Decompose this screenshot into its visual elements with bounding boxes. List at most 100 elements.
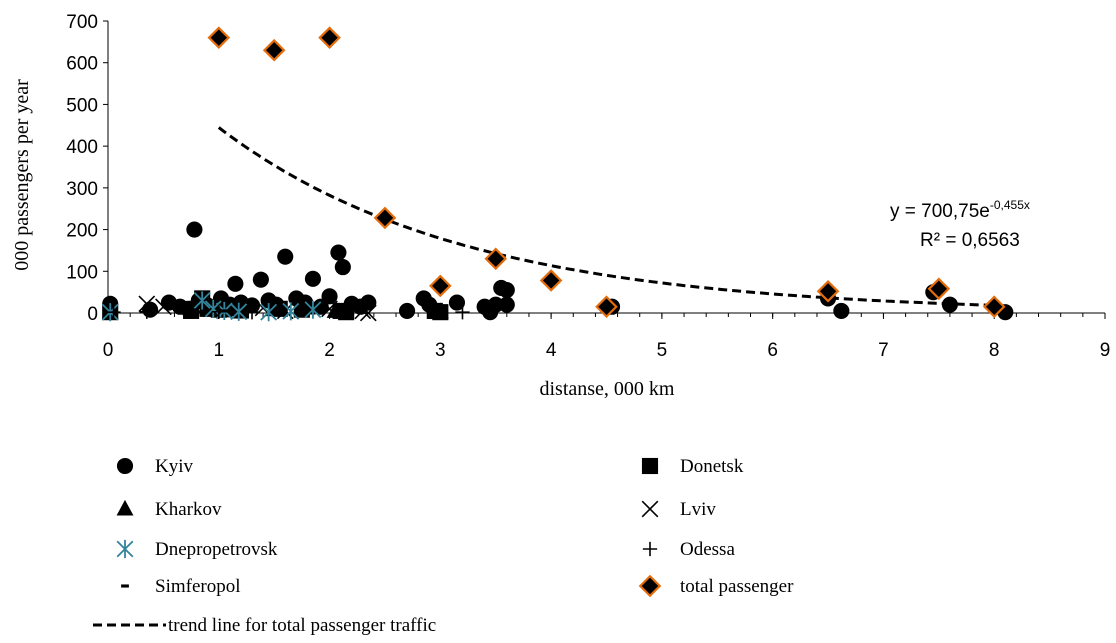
legend-label-total-passenger: total passenger	[680, 576, 794, 597]
x-tick-label: 5	[657, 340, 668, 361]
x-tick-label: 2	[324, 340, 335, 361]
legend-label-odessa: Odessa	[680, 539, 735, 560]
point-kyiv	[487, 296, 504, 313]
legend: Kyiv Donetsk Kharkov Lviv Dnepropetrovsk Odes…	[93, 456, 794, 636]
point-total-passenger	[262, 38, 286, 62]
point-kyiv	[142, 301, 159, 318]
point-kyiv	[399, 302, 416, 319]
legend-label-kyiv: Kyiv	[155, 456, 194, 477]
point-simferopol	[336, 309, 345, 313]
trend-equation-main: y = 700,75e	[890, 201, 990, 222]
legend-marker-odessa	[642, 541, 658, 557]
legend-marker-simferopol	[121, 584, 129, 588]
point-simferopol	[430, 310, 439, 314]
y-tick-label: 600	[66, 54, 98, 75]
point-simferopol	[220, 309, 229, 313]
legend-item-kyiv: Kyiv	[116, 456, 194, 477]
point-kyiv	[252, 271, 269, 288]
legend-label-dnepropetrovsk: Dnepropetrovsk	[155, 539, 278, 560]
x-tick-label: 3	[435, 340, 446, 361]
y-tick-label: 0	[87, 304, 98, 325]
trend-line	[217, 126, 995, 307]
trend-r-squared: R² = 0,6563	[920, 230, 1020, 251]
legend-item-simferopol: Simferopol	[121, 576, 241, 597]
y-tick-label: 100	[66, 262, 98, 283]
x-tick-label: 8	[989, 340, 1000, 361]
y-tick-label: 400	[66, 137, 98, 158]
point-lviv	[354, 302, 372, 320]
legend-marker-kyiv	[116, 457, 134, 475]
point-dnepropetrovsk	[193, 291, 211, 310]
legend-label-lviv: Lviv	[680, 499, 716, 520]
legend-label-trend-line: trend line for total passenger traffic	[168, 615, 436, 636]
x-tick-label: 9	[1100, 340, 1111, 361]
legend-item-dnepropetrovsk: Dnepropetrovsk	[116, 539, 278, 560]
legend-item-trend-line: trend line for total passenger traffic	[93, 615, 436, 636]
data-points	[101, 26, 1014, 322]
point-odessa	[455, 305, 470, 320]
legend-marker-total-passenger	[638, 574, 662, 598]
trend-equation: y = 700,75e-0,455x	[890, 198, 1030, 222]
trend-equation-exponent: -0,455x	[990, 198, 1030, 212]
series-kyiv	[102, 221, 1014, 321]
point-kyiv	[833, 302, 850, 319]
point-kyiv	[227, 275, 244, 292]
x-tick-label: 6	[767, 340, 778, 361]
series-simferopol	[198, 309, 439, 314]
point-kyiv	[304, 270, 321, 287]
legend-marker-donetsk	[641, 457, 659, 475]
legend-item-donetsk: Donetsk	[641, 456, 744, 477]
point-kyiv	[360, 294, 377, 311]
point-simferopol	[248, 310, 256, 314]
legend-marker-lviv	[641, 500, 659, 518]
y-tick-labels: 0 100 200 300 400 500 600 700	[66, 12, 98, 325]
legend-marker-kharkov	[116, 499, 134, 516]
legend-item-odessa: Odessa	[642, 539, 735, 560]
x-tick-label: 7	[878, 340, 889, 361]
point-lviv	[321, 300, 338, 318]
legend-label-donetsk: Donetsk	[680, 456, 744, 477]
x-tick-labels: 0 1 2 3 4 5 6 7 8 9	[103, 340, 1111, 361]
legend-marker-dnepropetrovsk	[116, 539, 134, 559]
point-total-passenger	[318, 26, 341, 49]
point-kyiv	[498, 281, 515, 299]
point-kyiv	[334, 259, 351, 276]
point-kyiv	[941, 296, 958, 313]
x-axis-title: distanse, 000 km	[540, 378, 675, 400]
point-dnepropetrovsk	[304, 300, 322, 319]
point-total-passenger	[207, 26, 231, 49]
y-axis-title: 000 passengers per year	[11, 79, 33, 271]
x-tick-label: 4	[546, 340, 557, 361]
y-tick-label: 200	[66, 221, 98, 242]
point-odessa	[139, 304, 154, 319]
point-total-passenger	[429, 274, 452, 298]
point-kharkov	[326, 302, 344, 318]
point-dnepropetrovsk	[260, 303, 278, 322]
point-kyiv	[277, 248, 294, 265]
point-odessa	[106, 305, 121, 320]
point-simferopol	[198, 310, 207, 314]
series-total-passenger	[207, 26, 1006, 319]
legend-item-total-passenger: total passenger	[638, 574, 794, 598]
x-tick-label: 1	[213, 340, 224, 361]
x-tick-label: 0	[103, 340, 114, 361]
point-odessa	[294, 303, 310, 318]
point-lviv	[155, 298, 172, 316]
point-total-passenger	[484, 247, 508, 271]
y-tick-label: 500	[66, 95, 98, 116]
point-total-passenger	[373, 206, 397, 230]
axes	[103, 20, 1106, 319]
trend-line-group	[217, 126, 995, 307]
y-tick-label: 700	[66, 12, 98, 33]
point-dnepropetrovsk	[282, 302, 300, 321]
legend-label-kharkov: Kharkov	[155, 499, 222, 520]
legend-item-kharkov: Kharkov	[116, 499, 222, 520]
point-total-passenger	[927, 277, 951, 301]
point-lviv	[138, 295, 156, 313]
point-total-passenger	[982, 295, 1006, 319]
point-kyiv	[330, 244, 347, 261]
point-total-passenger	[539, 269, 563, 292]
legend-label-simferopol: Simferopol	[155, 576, 241, 597]
point-kyiv	[186, 221, 203, 238]
